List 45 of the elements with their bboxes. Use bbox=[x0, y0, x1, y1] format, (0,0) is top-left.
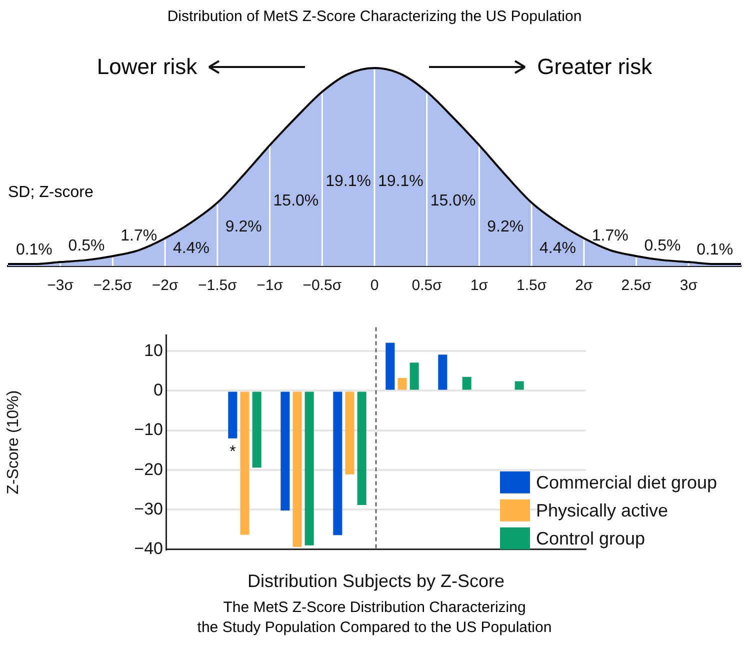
legend-label: Commercial diet group bbox=[536, 472, 718, 492]
x-tick-label: 3σ bbox=[680, 277, 698, 294]
x-tick-label: 2.5σ bbox=[621, 277, 652, 294]
y-tick-label: 0 bbox=[154, 380, 163, 400]
y-tick-label: −30 bbox=[134, 499, 163, 518]
y-axis-title: SD; Z-score bbox=[8, 184, 94, 202]
legend-label: Physically active bbox=[536, 500, 668, 520]
data-label: * bbox=[230, 444, 236, 461]
annotation: 0.1% bbox=[16, 241, 52, 258]
annotation: 19.1% bbox=[326, 172, 372, 190]
x-tick-label: −2.5σ bbox=[93, 277, 133, 294]
x-tick-label: −2σ bbox=[152, 277, 179, 294]
annotation: 4.4% bbox=[173, 240, 210, 257]
chart-title: Distribution of MetS Z-Score Characterizing the US Population bbox=[166, 8, 583, 25]
text: The MetS Z-Score Distribution Characterizing bbox=[222, 598, 527, 618]
x-tick-label: −0.5σ bbox=[302, 277, 342, 294]
y-axis-title: Z-Score (10%) bbox=[5, 390, 22, 494]
annotation: Greater risk bbox=[537, 54, 652, 80]
annotation: Lower risk bbox=[96, 54, 198, 80]
y-tick-label: 10 bbox=[144, 340, 163, 360]
annotation: 0.5% bbox=[68, 237, 105, 254]
annotation: 15.0% bbox=[430, 192, 476, 210]
annotation: 1.7% bbox=[592, 228, 628, 245]
annotation: 0.1% bbox=[696, 241, 734, 258]
annotation: 9.2% bbox=[225, 218, 262, 236]
annotation: 0.5% bbox=[644, 237, 681, 254]
annotation: 4.4% bbox=[540, 240, 576, 257]
x-axis-title: Distribution Subjects by Z-Score bbox=[247, 571, 505, 592]
x-tick-label: 0 bbox=[370, 277, 379, 294]
legend-label: Control group bbox=[536, 528, 646, 548]
x-tick-label: 2σ bbox=[575, 277, 594, 294]
text: the Study Population Compared to the US Population bbox=[197, 618, 552, 638]
y-tick-label: −10 bbox=[134, 420, 163, 440]
y-tick-label: −20 bbox=[134, 460, 163, 479]
x-tick-label: −1.5σ bbox=[198, 277, 238, 294]
y-tick-label: −40 bbox=[134, 539, 163, 558]
annotation: 9.2% bbox=[487, 218, 524, 236]
x-tick-label: 0.5σ bbox=[412, 277, 443, 294]
x-tick-label: −3σ bbox=[47, 277, 74, 294]
annotation: 15.0% bbox=[273, 192, 319, 210]
annotation: 1.7% bbox=[120, 228, 158, 245]
x-tick-label: 1σ bbox=[470, 277, 489, 294]
annotation: 19.1% bbox=[378, 172, 424, 190]
x-tick-label: −1σ bbox=[256, 277, 284, 294]
x-tick-label: 1.5σ bbox=[516, 277, 548, 294]
